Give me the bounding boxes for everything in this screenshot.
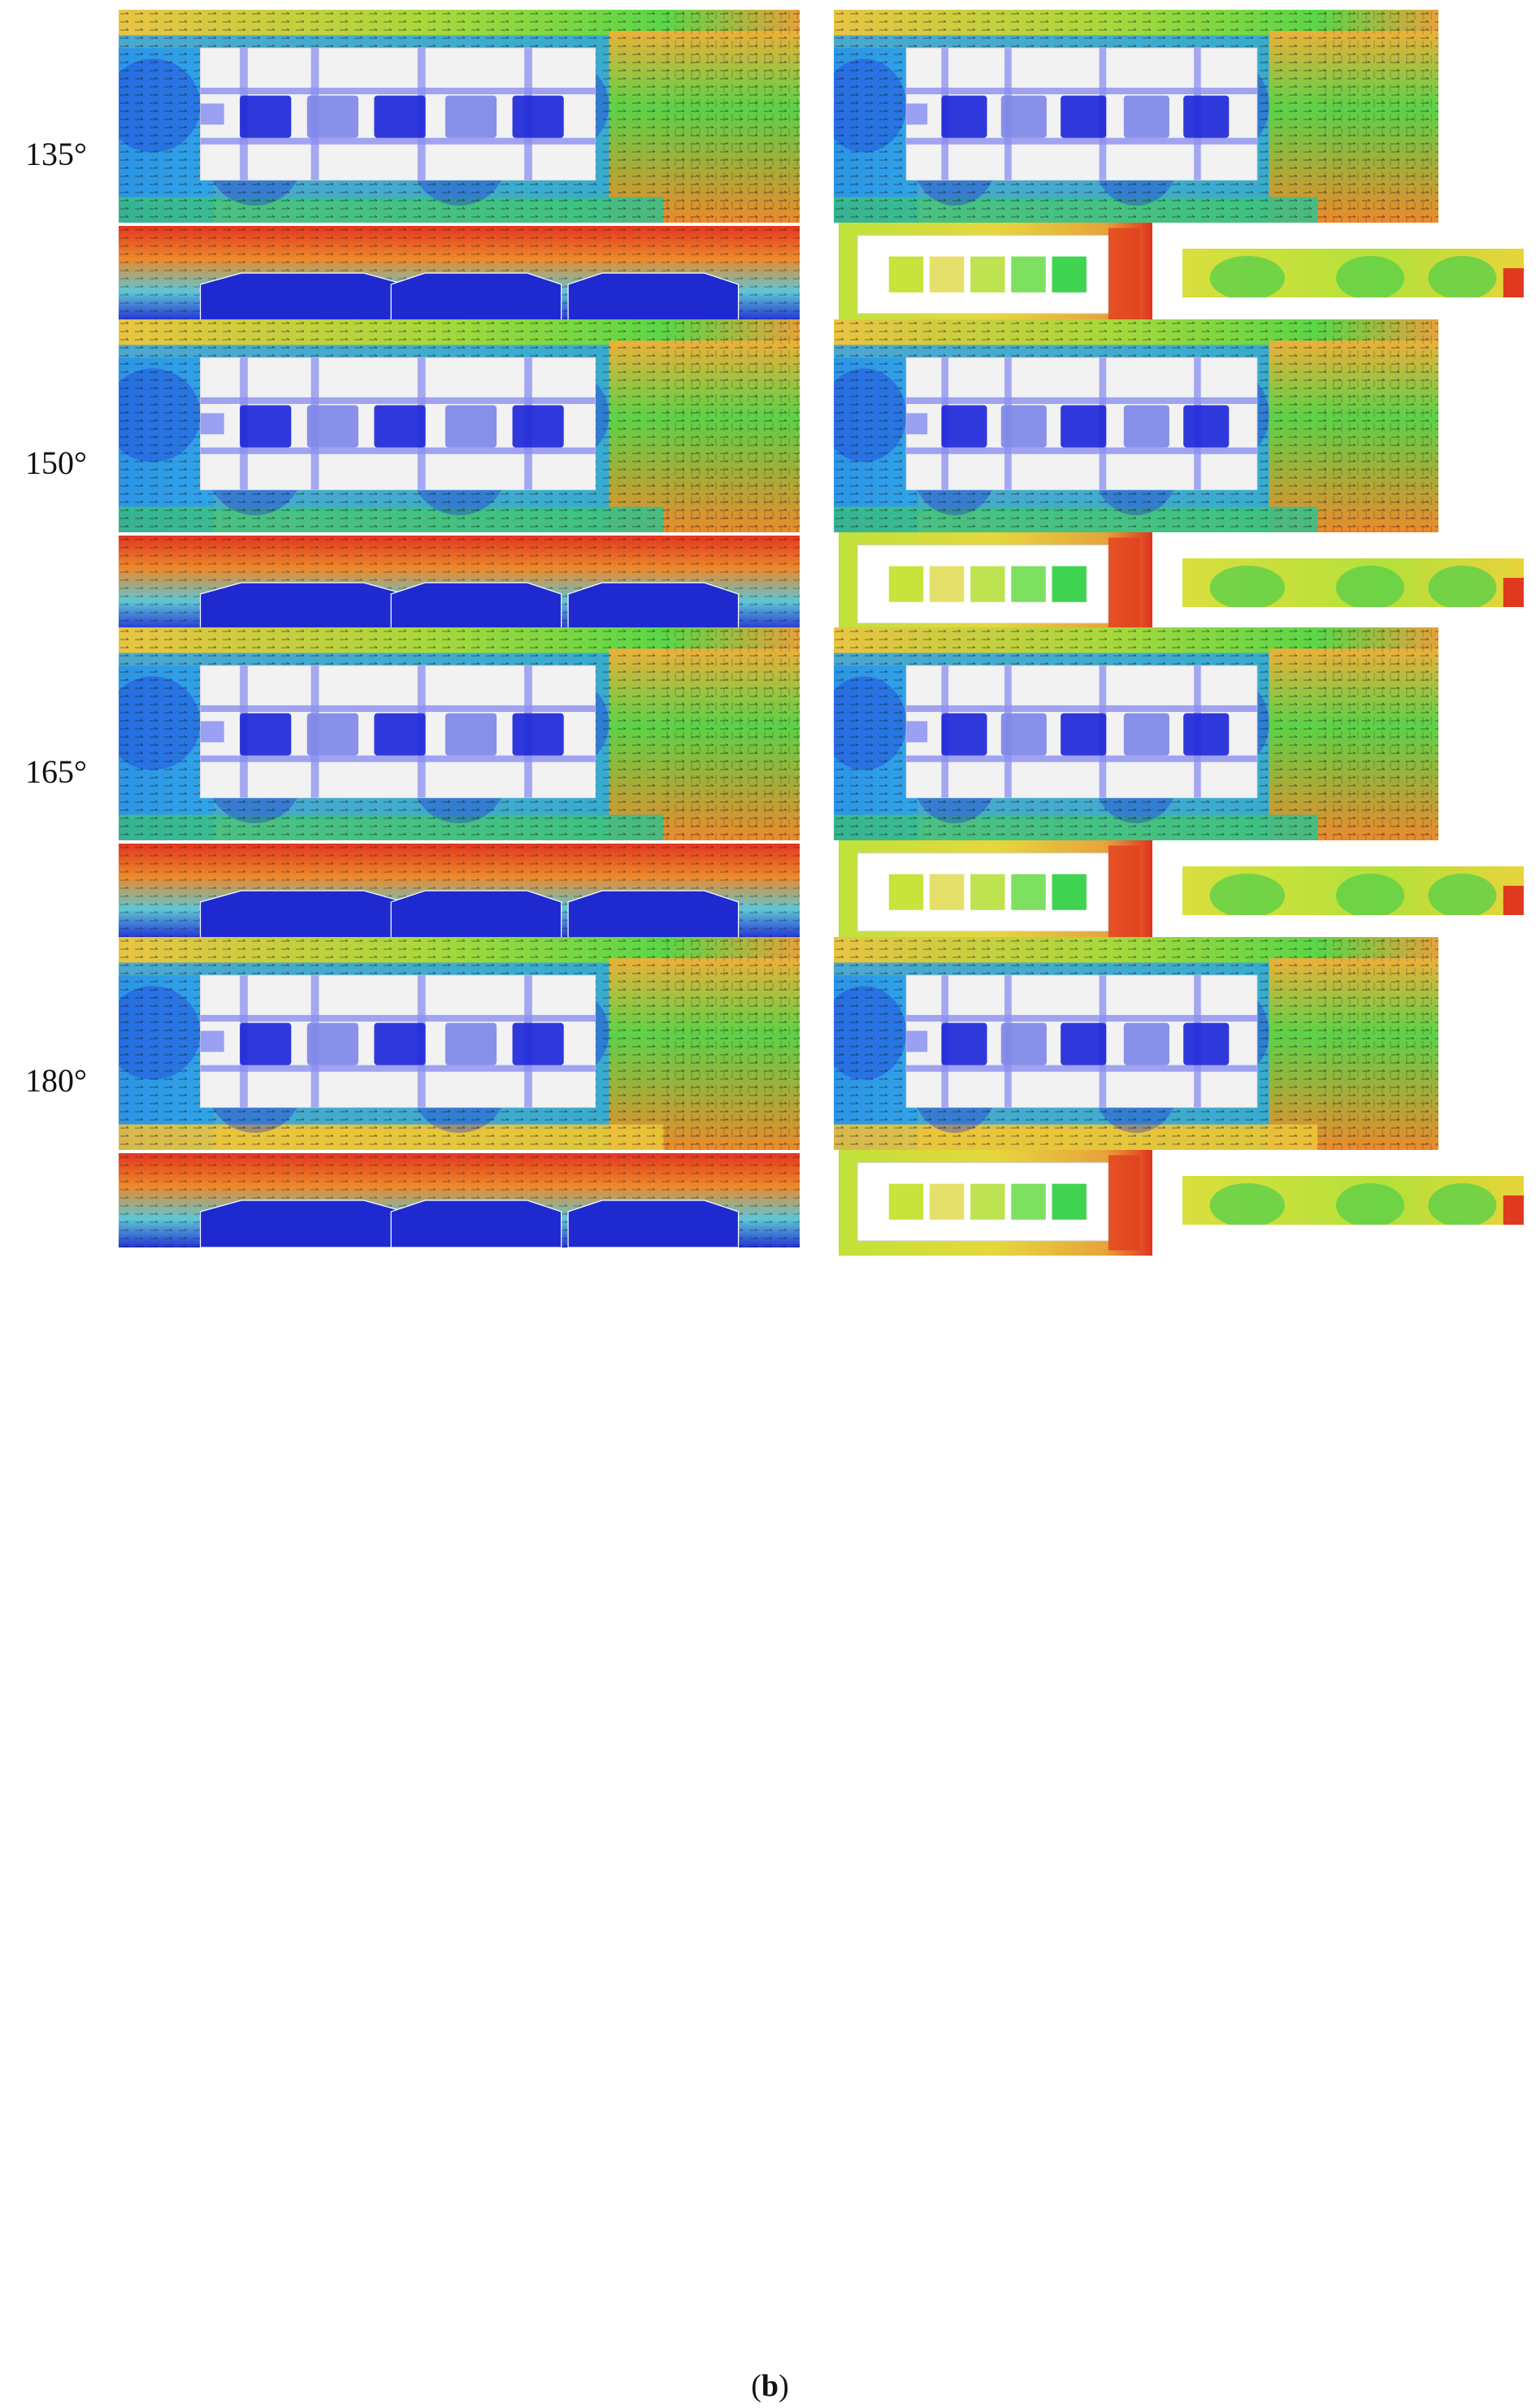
velocity-plan-left-panel: [119, 627, 800, 840]
pressure-plan-small-panel: [839, 840, 1152, 946]
figure-caption: (b): [751, 2369, 789, 2403]
velocity-plan-left-panel: [119, 10, 800, 223]
velocity-plan-left-panel: [119, 937, 800, 1150]
velocity-section-left-panel: [119, 1153, 800, 1247]
velocity-section-left-panel: [119, 226, 800, 320]
angle-label: 180°: [25, 1062, 87, 1099]
pressure-section-strip-panel: [1182, 249, 1524, 297]
pressure-plan-small-panel: [839, 1150, 1152, 1256]
angle-label: 165°: [25, 753, 87, 790]
velocity-plan-left-panel: [119, 319, 800, 532]
angle-label: 150°: [25, 445, 87, 481]
pressure-plan-small-panel: [839, 532, 1152, 638]
velocity-plan-right-panel: [834, 10, 1438, 223]
velocity-plan-right-panel: [834, 937, 1438, 1150]
pressure-section-strip-panel: [1182, 558, 1524, 607]
velocity-section-left-panel: [119, 844, 800, 938]
velocity-plan-right-panel: [834, 627, 1438, 840]
velocity-plan-right-panel: [834, 319, 1438, 532]
angle-label: 135°: [25, 136, 87, 172]
pressure-plan-small-panel: [839, 223, 1152, 328]
pressure-section-strip-panel: [1182, 1176, 1524, 1225]
velocity-section-left-panel: [119, 536, 800, 630]
pressure-section-strip-panel: [1182, 866, 1524, 915]
